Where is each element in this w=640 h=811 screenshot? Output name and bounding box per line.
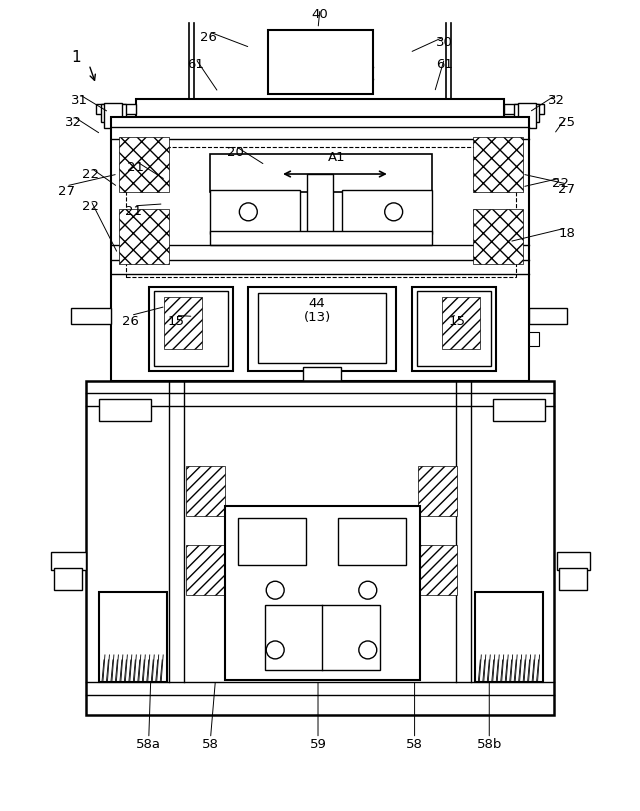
Bar	[186, 545, 225, 595]
Text: (13): (13)	[303, 311, 331, 324]
Text: 15: 15	[167, 315, 184, 328]
Bar	[529, 308, 567, 324]
Bar	[111, 118, 529, 381]
Text: 22: 22	[83, 168, 99, 181]
Text: 21: 21	[125, 205, 142, 218]
Bar	[148, 286, 234, 371]
Text: 40: 40	[312, 8, 328, 21]
Text: 18: 18	[559, 227, 575, 240]
Bar	[136, 120, 504, 137]
Text: 58b: 58b	[477, 738, 502, 751]
Bar	[164, 298, 202, 350]
Text: 1: 1	[71, 50, 81, 65]
Text: 27: 27	[58, 186, 75, 199]
Text: 32: 32	[548, 94, 566, 107]
Text: 31: 31	[70, 94, 88, 107]
Bar	[268, 30, 372, 94]
Text: 20: 20	[227, 146, 244, 159]
Bar	[342, 190, 431, 234]
Text: 61: 61	[436, 58, 453, 71]
Bar	[86, 381, 554, 714]
Text: 22: 22	[552, 178, 570, 191]
Text: 58a: 58a	[136, 738, 161, 751]
Text: 25: 25	[559, 116, 575, 129]
Bar	[557, 552, 590, 570]
Bar	[442, 298, 480, 350]
Bar	[265, 605, 380, 670]
Text: A1: A1	[328, 151, 346, 164]
Text: 21: 21	[127, 161, 144, 174]
Text: 58: 58	[406, 738, 423, 751]
Bar	[104, 103, 122, 128]
Bar	[338, 517, 406, 565]
Bar	[101, 105, 126, 122]
Bar	[303, 367, 341, 381]
Bar	[126, 147, 516, 277]
Bar	[119, 209, 169, 264]
Bar	[474, 137, 523, 192]
Text: 22: 22	[83, 200, 99, 213]
Bar	[417, 545, 458, 595]
Circle shape	[359, 581, 377, 599]
Bar	[518, 103, 536, 128]
Bar	[99, 399, 151, 421]
Bar	[119, 137, 169, 192]
Bar	[412, 286, 496, 371]
Text: 58: 58	[202, 738, 219, 751]
Text: 30: 30	[436, 36, 453, 49]
Bar	[504, 105, 544, 114]
Bar	[259, 294, 386, 363]
Bar	[474, 209, 523, 264]
Bar	[96, 105, 136, 114]
Text: 32: 32	[65, 116, 81, 129]
Bar	[136, 99, 504, 118]
Circle shape	[385, 203, 403, 221]
Text: 61: 61	[187, 58, 204, 71]
Text: 44: 44	[308, 297, 325, 310]
Bar	[225, 505, 420, 680]
Text: 59: 59	[310, 738, 326, 751]
Circle shape	[239, 203, 257, 221]
Bar	[211, 154, 431, 192]
Bar	[211, 190, 300, 234]
Bar	[54, 569, 82, 590]
Text: 27: 27	[559, 183, 575, 196]
Bar	[248, 286, 396, 371]
Bar	[307, 174, 333, 232]
Circle shape	[266, 581, 284, 599]
Bar	[211, 231, 431, 245]
Bar	[99, 592, 166, 682]
Bar	[529, 333, 539, 346]
Bar	[186, 466, 225, 516]
Bar	[417, 466, 458, 516]
Bar	[559, 569, 587, 590]
Bar	[238, 517, 306, 565]
Bar	[51, 552, 86, 570]
Bar	[71, 308, 111, 324]
Text: 26: 26	[200, 31, 217, 44]
Bar	[154, 291, 228, 367]
Bar	[514, 105, 539, 122]
Bar	[417, 291, 492, 367]
Text: 26: 26	[122, 315, 140, 328]
Circle shape	[359, 641, 377, 659]
Text: 15: 15	[449, 315, 466, 328]
Bar	[476, 592, 543, 682]
Circle shape	[266, 641, 284, 659]
Bar	[493, 399, 545, 421]
